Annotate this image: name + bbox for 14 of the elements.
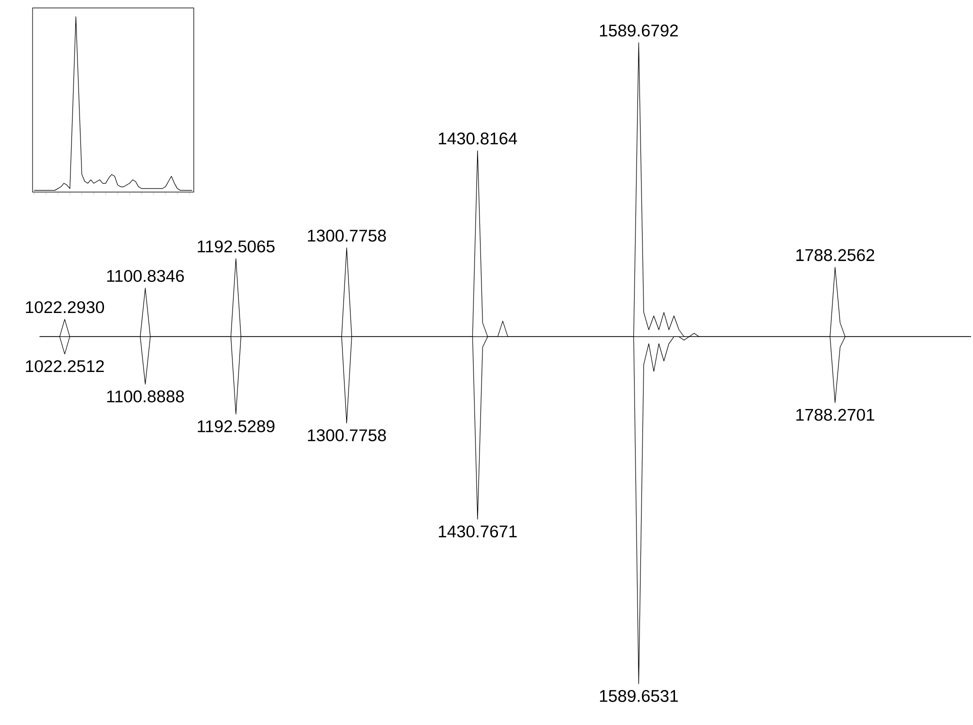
annotation: 1192.5289 <box>198 420 274 432</box>
annotation: 1430.7671 <box>438 525 517 538</box>
annotation: 1100.8888 <box>107 390 184 402</box>
annotation: 1788.2562 <box>796 248 874 261</box>
annotation: 1589.6531 <box>600 690 678 702</box>
annotation: 1192.5065 <box>198 240 275 252</box>
annotation: 1022.2512 <box>26 360 104 372</box>
annotation: 1022.2930 <box>26 300 104 313</box>
annotation: 1300.7758 <box>308 229 386 242</box>
annotation: 1788.2701 <box>796 408 874 421</box>
annotation: 1300.7758 <box>308 429 386 442</box>
annotation: 1589.6792 <box>600 24 678 36</box>
annotation: 1430.8164 <box>438 132 518 144</box>
annotation: 1100.8346 <box>107 270 184 282</box>
